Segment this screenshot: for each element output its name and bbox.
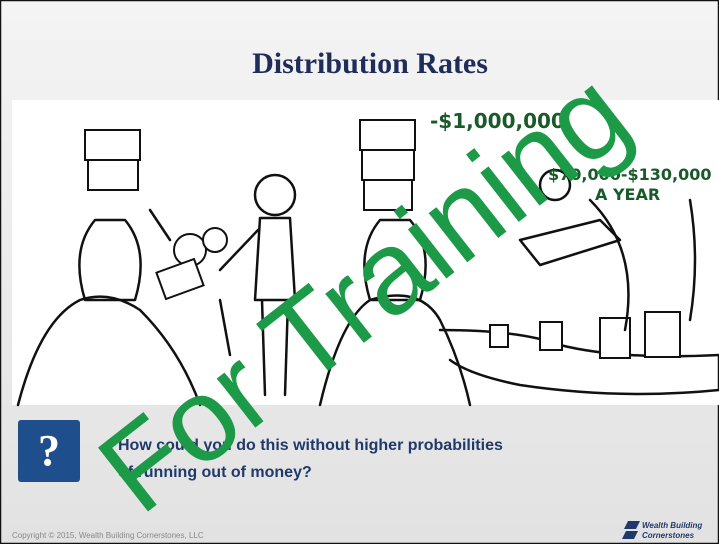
logo-text: Cornerstones <box>642 531 695 540</box>
cash-stack-left <box>85 130 140 160</box>
slide: Distribution Rates -$1,000,000 $70,000-$… <box>0 0 719 544</box>
floating-bill <box>540 322 562 350</box>
coin <box>203 228 227 252</box>
logo-text: Wealth Building <box>642 521 702 530</box>
floating-bill <box>645 312 680 357</box>
question-mark: ? <box>38 426 60 475</box>
floating-bill <box>490 325 508 347</box>
cash-stack-left <box>88 160 138 190</box>
cash-stack-right <box>360 120 415 150</box>
period-label: A YEAR <box>595 185 660 204</box>
slide-title: Distribution Rates <box>252 47 488 80</box>
copyright: Copyright © 2015, Wealth Building Corner… <box>12 531 204 540</box>
